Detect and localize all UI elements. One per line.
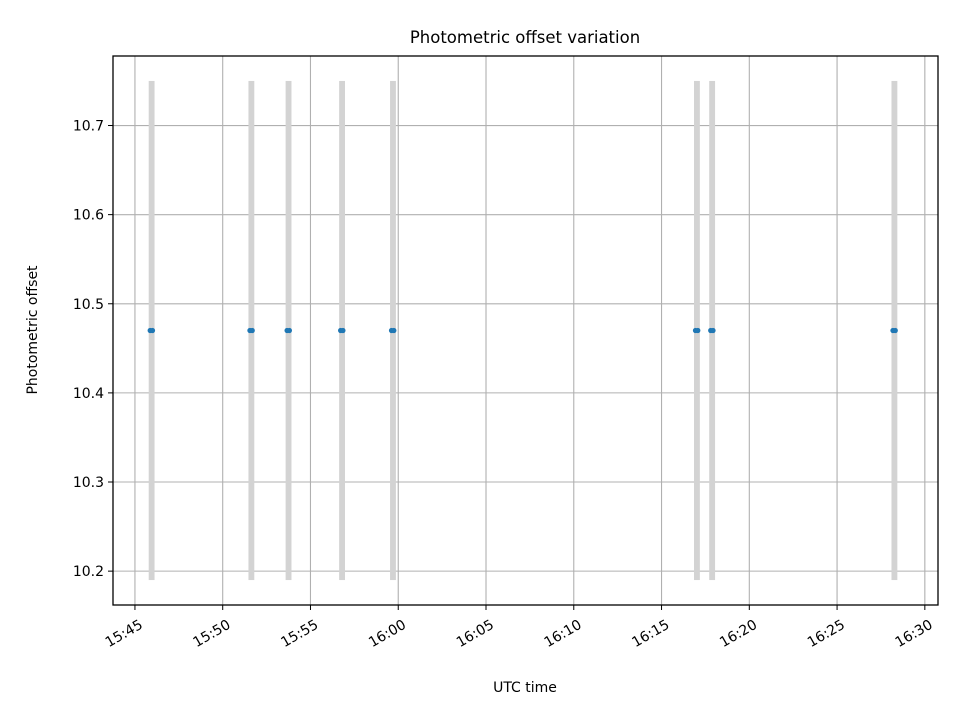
data-point [695,327,701,334]
x-tick-label: 15:45 [103,617,146,651]
y-tick-label: 10.5 [73,297,104,313]
x-tick-label: 15:50 [191,617,234,651]
x-tick-label: 16:00 [366,617,409,651]
data-point [249,327,255,334]
y-tick-label: 10.6 [73,208,104,224]
y-axis-label: Photometric offset [25,265,41,395]
x-tick-label: 16:15 [629,617,672,651]
data-point [391,327,397,334]
plot-area: 15:45 15:50 15:55 16:00 16:05 16:10 16:15 16:20… [73,55,939,651]
data-point [710,327,716,334]
x-tick-label: 16:25 [805,617,848,651]
x-tick-label: 15:55 [278,617,321,651]
x-tick-label: 16:10 [542,617,585,651]
x-tick-label: 16:30 [893,617,936,651]
data-point [149,327,156,334]
data-point [286,327,293,334]
chart-title: Photometric offset variation [410,28,640,47]
y-tick-label: 10.4 [73,386,104,402]
x-axis-label: UTC time [493,680,557,696]
data-point [892,327,898,334]
y-tick-label: 10.2 [73,564,104,580]
x-tick-label: 16:20 [717,617,760,651]
axes-frame [112,55,939,606]
y-tick-label: 10.7 [73,119,104,135]
x-tick-label: 16:05 [454,617,497,651]
y-tick-label: 10.3 [73,475,104,491]
data-point [340,327,346,334]
